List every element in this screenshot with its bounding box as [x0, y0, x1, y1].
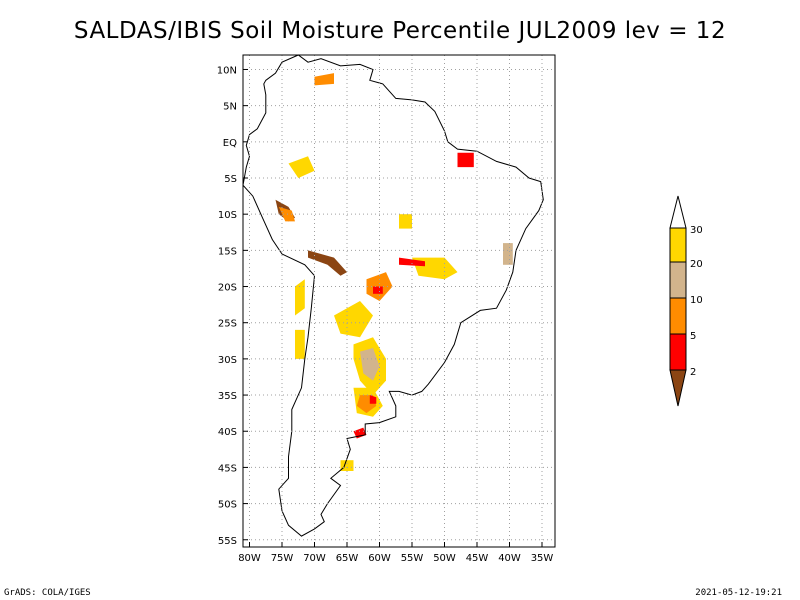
lat-tick-label: 30S [218, 355, 237, 366]
field-area-2to5 [373, 286, 383, 294]
colorbar-label-30: 30 [690, 225, 703, 236]
lon-tick-label: 55W [401, 553, 424, 564]
field-area-10to20 [360, 348, 380, 381]
lat-tick-label: 50S [218, 500, 237, 511]
lat-tick-label: EQ [223, 138, 237, 149]
colorbar-segment-2-5 [669, 333, 687, 371]
footer-timestamp: 2021-05-12-19:21 [695, 588, 782, 598]
footer-credit: GrADS: COLA/IGES [4, 588, 91, 598]
lat-tick-label: 15S [218, 246, 237, 257]
lon-tick-label: 65W [336, 553, 359, 564]
continent-outline [242, 54, 544, 537]
field-area-20to30 [295, 279, 305, 316]
lon-tick-label: 70W [303, 553, 326, 564]
color-bar-legend: 30 20 10 5 2 [669, 195, 703, 407]
field-area-2to5 [399, 257, 425, 267]
lat-tick-label: 55S [218, 536, 237, 547]
field-area-2to5 [457, 152, 474, 168]
colorbar-segment-5-10 [669, 297, 687, 335]
field-area-20to30 [288, 156, 315, 178]
field-area-20to30 [295, 329, 305, 359]
field-area-5to10 [278, 206, 295, 222]
field-area-20to30 [340, 460, 354, 471]
lon-tick-label: 40W [498, 553, 521, 564]
map-title: SALDAS/IBIS Soil Moisture Percentile JUL… [73, 18, 727, 44]
latitude-tick-labels: 10N 5N EQ 5S 10S 15S 20S 25S 30S 35S 40S 45S 50S 55S [217, 65, 237, 546]
colorbar-segment-20-30 [669, 227, 687, 263]
field-area-20to30 [334, 301, 373, 338]
lat-tick-label: 5S [224, 174, 237, 185]
lat-tick-label: 40S [218, 427, 237, 438]
lat-tick-label: 20S [218, 283, 237, 294]
colorbar-segment-above-30 [669, 195, 687, 229]
lon-tick-label: 50W [433, 553, 456, 564]
lat-tick-label: 5N [223, 102, 237, 113]
field-area-10to20 [503, 243, 513, 265]
lon-tick-label: 80W [238, 553, 261, 564]
lon-tick-label: 75W [271, 553, 294, 564]
lon-tick-label: 45W [466, 553, 489, 564]
gridlines [243, 55, 555, 547]
field-area-5to10 [314, 73, 334, 86]
percentile-fields [275, 73, 513, 471]
colorbar-label-20: 20 [690, 259, 703, 270]
map-frame [242, 54, 556, 548]
lat-tick-label: 45S [218, 463, 237, 474]
lat-tick-label: 25S [218, 319, 237, 330]
lat-tick-label: 35S [218, 391, 237, 402]
lat-tick-label: 10N [217, 65, 237, 76]
coastline [242, 54, 544, 537]
lat-tick-label: 10S [218, 210, 237, 221]
colorbar-label-5: 5 [690, 331, 696, 342]
colorbar-label-2: 2 [690, 367, 696, 378]
field-area-2to5 [369, 395, 377, 404]
field-area-lt2 [308, 250, 347, 276]
colorbar-segment-10-20 [669, 261, 687, 299]
colorbar-segment-below-2 [669, 369, 687, 407]
colorbar-label-10: 10 [690, 295, 703, 306]
longitude-tick-labels: 80W 75W 70W 65W 60W 55W 50W 45W 40W 35W [238, 553, 553, 564]
lon-tick-label: 60W [368, 553, 391, 564]
lon-tick-label: 35W [531, 553, 554, 564]
field-area-20to30 [399, 214, 412, 229]
